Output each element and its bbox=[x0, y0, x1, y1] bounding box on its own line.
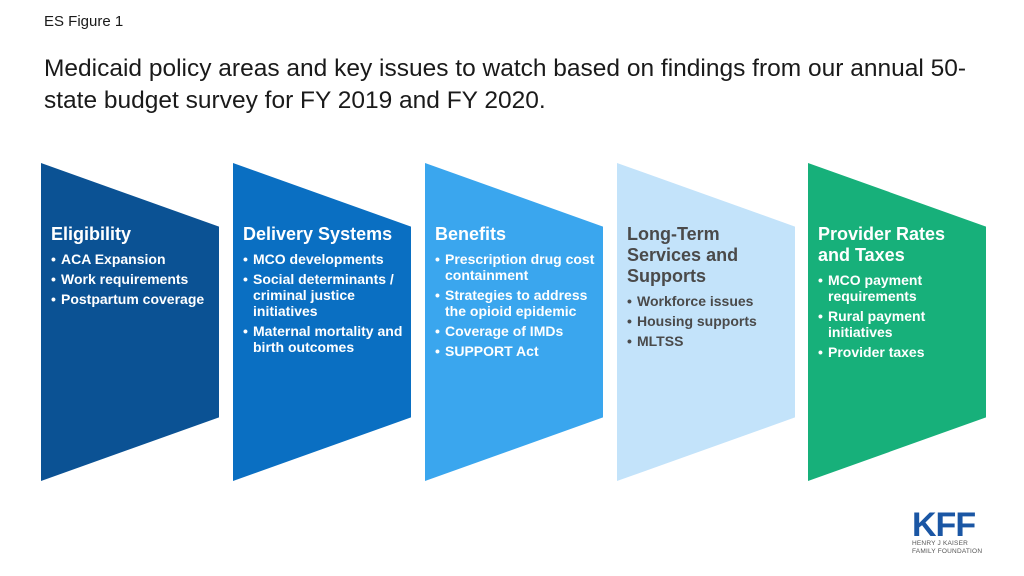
bullet-icon: • bbox=[51, 271, 56, 287]
area-eligibility: Eligibility • ACA Expansion • Work require… bbox=[41, 163, 219, 481]
issue-item: • ACA Expansion bbox=[51, 251, 213, 267]
issue-item: • Social determinants / criminal justice … bbox=[243, 271, 405, 319]
issue-item: • MCO developments bbox=[243, 251, 405, 267]
bullet-icon: • bbox=[243, 271, 248, 287]
bullet-icon: • bbox=[243, 251, 248, 267]
bullet-icon: • bbox=[435, 287, 440, 303]
issue-text: SUPPORT Act bbox=[445, 343, 539, 359]
area-delivery-systems: Delivery Systems • MCO developments • Soci… bbox=[233, 163, 411, 481]
bullet-icon: • bbox=[51, 251, 56, 267]
bullet-icon: • bbox=[818, 272, 823, 288]
issue-item: • Strategies to address the opioid epidem… bbox=[435, 287, 597, 319]
issue-item: • Coverage of IMDs bbox=[435, 323, 597, 339]
issue-text: Strategies to address the opioid epidemi… bbox=[445, 287, 588, 319]
issue-text: Postpartum coverage bbox=[61, 291, 205, 307]
issue-item: • Rural payment initiatives bbox=[818, 308, 980, 340]
bullet-icon: • bbox=[243, 323, 248, 339]
bullet-icon: • bbox=[818, 344, 823, 360]
issue-list: • Workforce issues • Housing supports • MLT… bbox=[627, 293, 789, 349]
bullet-icon: • bbox=[435, 343, 440, 359]
issue-text: Coverage of IMDs bbox=[445, 323, 564, 339]
issue-text: Rural payment initiatives bbox=[828, 308, 926, 340]
bullet-icon: • bbox=[627, 313, 632, 329]
area-provider-rates: Provider Rates and Taxes • MCO payment re… bbox=[808, 163, 986, 481]
kff-logo: KFF HENRY J KAISER FAMILY FOUNDATION bbox=[912, 506, 990, 555]
issue-text: Prescription drug cost containment bbox=[445, 251, 595, 283]
area-title: Eligibility bbox=[51, 224, 132, 244]
issue-text: MCO developments bbox=[253, 251, 384, 267]
issue-item: • SUPPORT Act bbox=[435, 343, 597, 359]
issue-list: • MCO payment requirements • Rural payment… bbox=[818, 272, 980, 360]
area-title: Benefits bbox=[435, 224, 507, 244]
issue-text: Social determinants / criminal justice i… bbox=[253, 271, 394, 319]
bullet-icon: • bbox=[435, 323, 440, 339]
bullet-icon: • bbox=[818, 308, 823, 324]
logo-mark: KFF bbox=[912, 506, 976, 544]
issue-text: MLTSS bbox=[637, 333, 684, 349]
figure-label: ES Figure 1 bbox=[44, 13, 124, 30]
issue-list: • Prescription drug cost containment • Str… bbox=[435, 251, 597, 359]
issue-text: Work requirements bbox=[61, 271, 189, 287]
figure-title: Medicaid policy areas and key issues to … bbox=[44, 55, 966, 114]
bullet-icon: • bbox=[51, 291, 56, 307]
bullet-icon: • bbox=[627, 293, 632, 309]
area-title: Provider Rates and Taxes bbox=[818, 224, 946, 265]
issue-item: • MCO payment requirements bbox=[818, 272, 980, 304]
issue-item: • Prescription drug cost containment bbox=[435, 251, 597, 283]
issue-text: Housing supports bbox=[637, 313, 757, 329]
issue-text: Workforce issues bbox=[637, 293, 754, 309]
issue-list: • ACA Expansion • Work requirements • Postp… bbox=[51, 251, 213, 307]
issue-item: • Workforce issues bbox=[627, 293, 789, 309]
issue-text: ACA Expansion bbox=[61, 251, 166, 267]
issue-item: • Work requirements bbox=[51, 271, 213, 287]
issue-item: • Provider taxes bbox=[818, 344, 980, 360]
issue-text: Provider taxes bbox=[828, 344, 925, 360]
area-title: Delivery Systems bbox=[243, 224, 393, 244]
issue-text: MCO payment requirements bbox=[828, 272, 923, 304]
issue-text: Maternal mortality and birth outcomes bbox=[253, 323, 403, 355]
issue-item: • Maternal mortality and birth outcomes bbox=[243, 323, 405, 355]
issue-item: • Postpartum coverage bbox=[51, 291, 213, 307]
area-title: Long-Term Services and Supports bbox=[627, 224, 739, 286]
area-benefits: Benefits • Prescription drug cost contain… bbox=[425, 163, 603, 481]
bullet-icon: • bbox=[627, 333, 632, 349]
logo-line-2: FAMILY FOUNDATION bbox=[912, 547, 983, 555]
bullet-icon: • bbox=[435, 251, 440, 267]
issue-item: • Housing supports bbox=[627, 313, 789, 329]
issue-list: • MCO developments • Social determinants /… bbox=[243, 251, 405, 355]
logo-line-1: HENRY J KAISER bbox=[912, 540, 969, 547]
issue-item: • MLTSS bbox=[627, 333, 789, 349]
area-long-term-services: Long-Term Services and Supports • Workfor… bbox=[617, 163, 795, 481]
